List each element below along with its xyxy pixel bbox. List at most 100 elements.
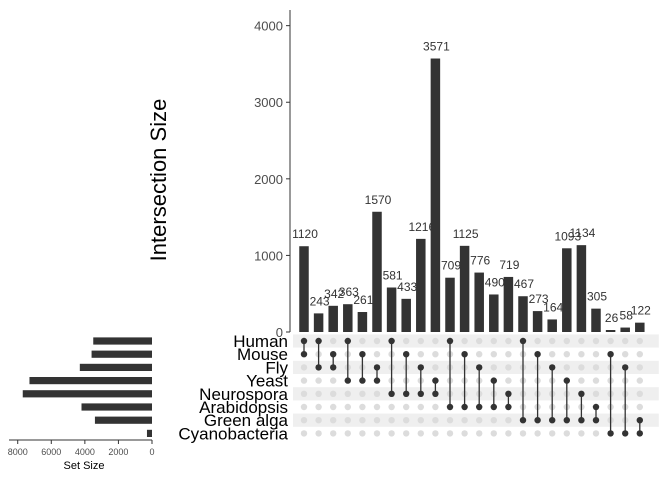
- matrix-dot-active: [388, 337, 395, 345]
- matrix-dot-inactive: [636, 364, 643, 371]
- matrix-dot-inactive: [300, 430, 308, 437]
- matrix-dot-inactive: [461, 417, 468, 424]
- matrix-dot-inactive: [549, 351, 556, 358]
- intersection-value-label: 26: [605, 311, 619, 325]
- y-tick-label: 3000: [254, 95, 283, 110]
- matrix-panel: [293, 334, 659, 437]
- matrix-dot-inactive: [315, 430, 322, 437]
- matrix-dot-inactive: [505, 351, 512, 358]
- matrix-dot-inactive: [563, 430, 570, 437]
- matrix-dot-active: [519, 417, 527, 424]
- matrix-dot-inactive: [563, 364, 570, 371]
- intersection-value-label: 776: [470, 254, 490, 268]
- set-size-bar: [79, 363, 152, 371]
- matrix-dot-inactive: [373, 430, 381, 437]
- matrix-dot-inactive: [490, 417, 497, 424]
- matrix-dot-inactive: [388, 417, 395, 424]
- matrix-dot-inactive: [330, 377, 337, 384]
- intersection-bar: [445, 277, 455, 332]
- matrix-dot-active: [490, 377, 497, 384]
- matrix-dot-active: [373, 377, 381, 384]
- matrix-dot-inactive: [330, 337, 337, 345]
- matrix-dot-inactive: [578, 377, 585, 384]
- matrix-dot-inactive: [490, 430, 497, 437]
- matrix-dot-inactive: [344, 430, 351, 437]
- intersection-bar: [547, 319, 557, 332]
- matrix-dot-active: [563, 377, 570, 384]
- matrix-dot-inactive: [373, 337, 381, 345]
- intersection-bar: [605, 330, 616, 332]
- matrix-dot-inactive: [578, 351, 585, 358]
- matrix-dot-inactive: [315, 403, 322, 411]
- intersection-bar: [459, 245, 470, 332]
- matrix-dot-inactive: [476, 430, 483, 437]
- matrix-dot-inactive: [549, 430, 556, 437]
- set-size-tick-label: 6000: [41, 447, 61, 457]
- intersection-value-label: 58: [620, 309, 634, 323]
- matrix-dot-active: [636, 417, 643, 424]
- matrix-dot-inactive: [476, 417, 483, 424]
- matrix-dot-inactive: [300, 403, 308, 411]
- matrix-dot-inactive: [505, 417, 512, 424]
- intersection-bar: [591, 308, 601, 332]
- set-size-bar: [94, 416, 152, 424]
- matrix-dot-active: [446, 403, 454, 411]
- matrix-dot-inactive: [359, 417, 366, 424]
- matrix-dot-inactive: [330, 390, 337, 397]
- matrix-dot-inactive: [432, 403, 439, 411]
- intersection-bar: [357, 312, 368, 332]
- matrix-dot-active: [607, 430, 614, 437]
- matrix-dot-inactive: [344, 403, 351, 411]
- matrix-dot-active: [432, 377, 439, 384]
- intersection-value-label: 1216: [408, 220, 435, 234]
- set-size-bar: [91, 350, 152, 358]
- matrix-dot-inactive: [432, 351, 439, 358]
- y-axis-label: Intersection Size: [146, 99, 171, 262]
- intersection-size-axis: Intersection Size 0 1000 2000 3000 4000: [146, 10, 291, 340]
- matrix-dot-inactive: [636, 390, 643, 397]
- matrix-dot-active: [330, 351, 337, 358]
- intersection-value-label: 122: [631, 304, 651, 318]
- set-size-tick-label: 4000: [75, 447, 95, 457]
- matrix-dot-active: [359, 351, 366, 358]
- intersection-value-label: 342: [324, 287, 344, 301]
- matrix-dot-inactive: [592, 390, 600, 397]
- intersection-bar: [299, 246, 309, 332]
- matrix-dot-active: [344, 377, 351, 384]
- intersection-value-label: 164: [543, 300, 563, 314]
- matrix-dot-active: [549, 364, 556, 371]
- matrix-dot-active: [300, 337, 308, 345]
- matrix-dot-active: [476, 364, 483, 371]
- matrix-dot-active: [592, 403, 600, 411]
- matrix-dot-active: [519, 337, 527, 345]
- matrix-dot-inactive: [636, 337, 643, 345]
- intersection-bar: [416, 238, 426, 332]
- matrix-dot-inactive: [330, 417, 337, 424]
- matrix-dot-inactive: [446, 417, 454, 424]
- y-tick-label: 0: [276, 325, 283, 340]
- matrix-dot-inactive: [461, 337, 468, 345]
- intersection-bar: [372, 211, 382, 332]
- set-size-bar: [81, 403, 152, 411]
- matrix-dot-active: [315, 364, 322, 371]
- matrix-dot-inactive: [578, 430, 585, 437]
- matrix-dot-inactive: [578, 364, 585, 371]
- intersection-value-label: 433: [397, 280, 417, 294]
- intersection-bar: [562, 248, 572, 332]
- matrix-dot-inactive: [432, 430, 439, 437]
- matrix-dot-inactive: [359, 337, 366, 345]
- matrix-dot-inactive: [490, 364, 497, 371]
- matrix-dot-inactive: [563, 337, 570, 345]
- matrix-dot-inactive: [505, 364, 512, 371]
- matrix-dot-inactive: [388, 403, 395, 411]
- intersection-value-label: 261: [353, 293, 373, 307]
- matrix-dot-active: [446, 337, 454, 345]
- matrix-dot-active: [344, 337, 351, 345]
- intersection-bar: [532, 311, 543, 332]
- matrix-dot-active: [300, 351, 308, 358]
- set-name-label: Fly: [265, 358, 288, 377]
- set-size-bar: [22, 390, 152, 398]
- matrix-dot-inactive: [622, 351, 629, 358]
- matrix-dot-inactive: [403, 417, 410, 424]
- y-tick-label: 2000: [254, 172, 283, 187]
